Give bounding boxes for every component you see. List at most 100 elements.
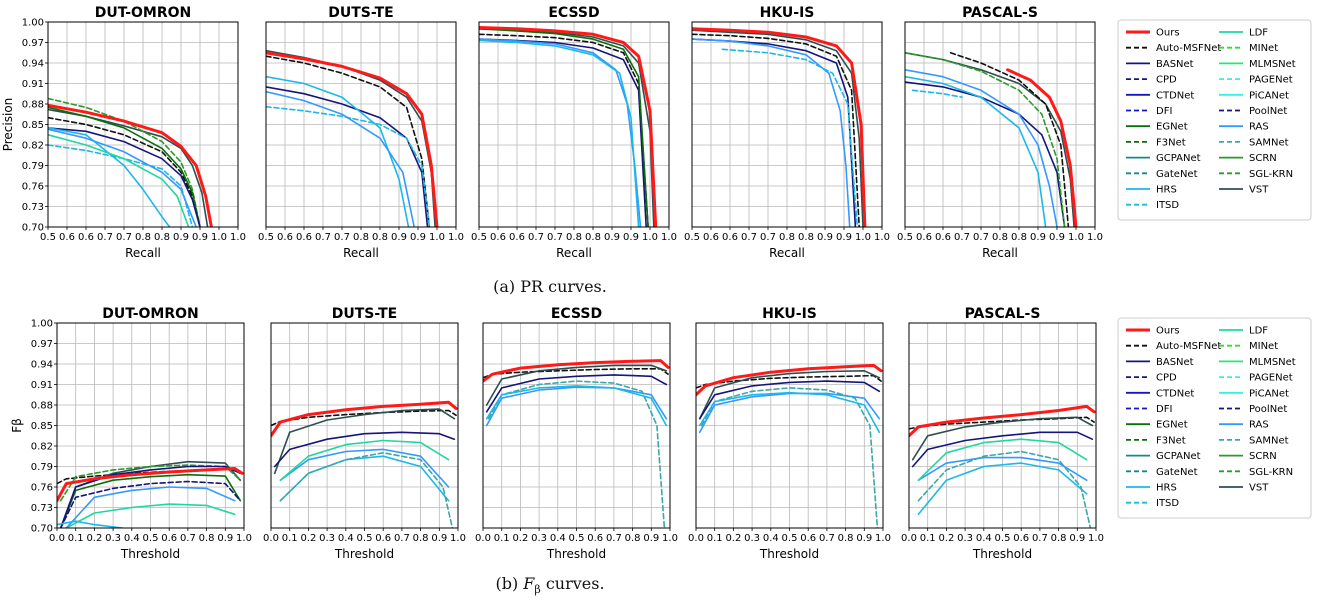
y-tick-label: 0.79 xyxy=(31,462,53,473)
legend-label: Ours xyxy=(1156,326,1180,337)
x-tick-label: 0.5 xyxy=(995,533,1011,544)
series-line-samnet xyxy=(917,450,1092,528)
series-line-ras xyxy=(485,386,668,427)
x-tick-label: 0.3 xyxy=(957,533,973,544)
x-tick-label: 0.9 xyxy=(836,232,852,243)
x-tick-label: 0.4 xyxy=(550,533,566,544)
series-line-vst xyxy=(698,369,881,420)
subplot-6: 0.0 0.1 0.2 0.3 0.4 0.5 0.6 0.7 0.8 0.9 1.0 0.70 0.7… xyxy=(10,306,252,561)
legend-label: EGNet xyxy=(1156,122,1188,133)
series-line-auto-msfnet xyxy=(949,51,1070,227)
y-tick-label: 0.82 xyxy=(31,442,53,453)
series-line-ldf xyxy=(65,503,236,528)
x-tick-label: 1.0 xyxy=(1068,232,1084,243)
legend-label: CPD xyxy=(1156,373,1177,384)
x-tick-label: 0.7 xyxy=(819,533,835,544)
series-line-ldf xyxy=(917,438,1088,482)
x-tick-label: 0.6 xyxy=(490,232,506,243)
x-tick-label: 0.2 xyxy=(512,533,528,544)
legend-label: GateNet xyxy=(1156,467,1198,478)
x-tick-label: 1.0 xyxy=(211,232,227,243)
series-line-ldf xyxy=(48,134,190,227)
x-tick-label: 0.8 xyxy=(992,232,1008,243)
series-line-ras xyxy=(65,486,236,528)
legend-label: CTDNet xyxy=(1156,90,1194,101)
x-tick-label: 0.7 xyxy=(116,232,132,243)
subplot-7: 0.0 0.1 0.2 0.3 0.4 0.5 0.6 0.7 0.8 0.9 1.0 DUTS-TE… xyxy=(263,306,466,561)
x-tick-label: 0.7 xyxy=(1032,533,1048,544)
x-tick-label: 0.6 xyxy=(1013,533,1029,544)
y-tick-label: 0.76 xyxy=(31,483,53,494)
series-line-auto-msfnet xyxy=(266,55,431,227)
x-tick-label: 0.6 xyxy=(587,533,603,544)
series-line-sgl-krn xyxy=(48,97,201,227)
y-tick-label: 0.91 xyxy=(22,79,44,90)
series-line-vst xyxy=(479,27,655,227)
x-tick-label: 0.5 xyxy=(684,232,700,243)
subplot-8: 0.0 0.1 0.2 0.3 0.4 0.5 0.6 0.7 0.8 0.9 1.0 ECSSD Th… xyxy=(475,306,678,561)
series-line-basnet xyxy=(692,38,857,227)
series-group xyxy=(57,460,244,528)
x-axis-label: Threshold xyxy=(972,547,1032,561)
legend-label: F3Net xyxy=(1156,137,1186,148)
legend-label: MLMSNet xyxy=(1249,357,1296,368)
legend-label: Auto-MSFNet xyxy=(1156,43,1221,54)
x-tick-label: 0.3 xyxy=(531,533,547,544)
legend-label: SAMNet xyxy=(1249,435,1289,446)
x-tick-label: 0.5 xyxy=(143,533,159,544)
x-tick-label: 0.1 xyxy=(68,533,84,544)
x-tick-label: 0.5 xyxy=(782,533,798,544)
series-group xyxy=(696,363,883,528)
y-tick-label: 0.85 xyxy=(22,120,44,131)
series-line-auto-msfnet xyxy=(692,33,861,227)
series-line-auto-msfnet xyxy=(483,367,669,379)
x-tick-label: 0.1 xyxy=(282,533,298,544)
x-tick-label: 0.9 xyxy=(1030,232,1046,243)
x-tick-label: 0.9 xyxy=(410,232,426,243)
x-tick-label: 0.6 xyxy=(296,232,312,243)
series-line-auto-msfnet xyxy=(909,416,1095,430)
caption-fbeta-sub: β xyxy=(534,583,541,597)
caption-fbeta-var: F xyxy=(523,574,535,593)
x-tick-label: 0.9 xyxy=(817,232,833,243)
x-tick-label: 0.7 xyxy=(528,232,544,243)
series-line-egnet xyxy=(479,27,649,227)
series-line-ours xyxy=(48,103,213,227)
x-tick-label: 0.2 xyxy=(938,533,954,544)
legend-label: RAS xyxy=(1249,420,1269,431)
legend-label: CTDNet xyxy=(1156,388,1194,399)
x-tick-label: 0.8 xyxy=(372,232,388,243)
x-tick-label: 0.0 xyxy=(475,533,491,544)
x-axis-label: Recall xyxy=(982,246,1018,260)
legend-label: SGL-KRN xyxy=(1249,169,1293,180)
x-tick-label: 0.4 xyxy=(338,533,354,544)
series-line-basnet xyxy=(698,380,881,420)
subplot-title: DUTS-TE xyxy=(332,306,398,322)
y-tick-label: 0.97 xyxy=(31,339,53,350)
subplot-3: 0.5 0.6 0.6 0.7 0.7 0.8 0.8 0.9 0.9 1.0 1.0ECSSDRe… xyxy=(471,5,677,260)
x-tick-label: 0.4 xyxy=(124,533,140,544)
y-tick-label: 1.00 xyxy=(22,18,44,29)
series-line-ours xyxy=(692,27,867,227)
series-line-ours xyxy=(271,400,458,438)
series-line-itsd xyxy=(721,48,859,227)
x-tick-label: 0.9 xyxy=(173,232,189,243)
series-group xyxy=(266,49,439,227)
series-group xyxy=(483,359,670,528)
x-axis-label: Threshold xyxy=(759,547,819,561)
series-line-hrs xyxy=(479,39,640,227)
legend-box xyxy=(1117,19,1312,221)
x-tick-label: 0.7 xyxy=(315,232,331,243)
x-tick-label: 0.8 xyxy=(1011,232,1027,243)
y-tick-label: 0.94 xyxy=(31,360,53,371)
x-tick-label: 0.0 xyxy=(901,533,917,544)
legend-box xyxy=(1117,317,1312,519)
x-axis-label: Recall xyxy=(343,246,379,260)
x-tick-label: 1.0 xyxy=(662,533,678,544)
series-line-vst xyxy=(266,49,436,227)
x-tick-label: 0.7 xyxy=(394,533,410,544)
series-line-ras xyxy=(479,38,642,227)
legend-label: PoolNet xyxy=(1249,404,1287,415)
x-tick-label: 0.6 xyxy=(78,232,94,243)
x-tick-label: 0.7 xyxy=(954,232,970,243)
